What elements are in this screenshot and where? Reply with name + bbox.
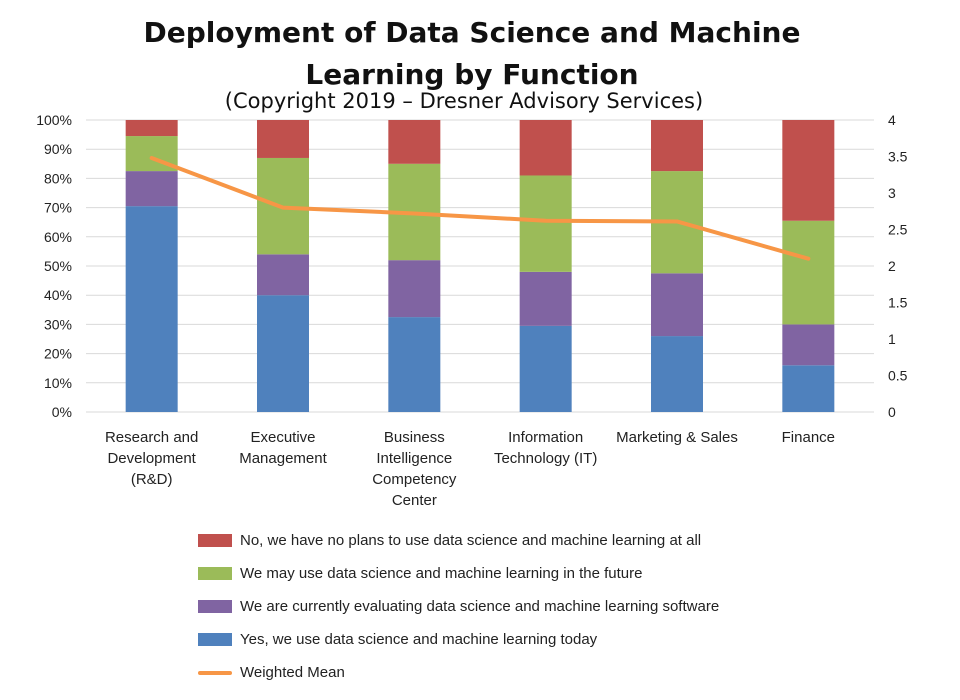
bar-segment (519, 325, 572, 412)
x-category-label-line: Research and (105, 429, 198, 446)
legend-item: We may use data science and machine lear… (198, 557, 719, 590)
weighted-mean-line (149, 155, 811, 261)
bar-segment (125, 206, 178, 412)
y-left-tick-label: 20% (44, 346, 72, 362)
bar-segment (651, 120, 703, 172)
x-category-label-line: Information (508, 429, 583, 446)
bar-segment (519, 271, 572, 326)
legend-label: Weighted Mean (240, 664, 345, 681)
x-category-label-line: Center (392, 492, 437, 509)
legend-item: We are currently evaluating data science… (198, 590, 719, 623)
bar-segment (651, 273, 703, 337)
bar-segment (257, 295, 309, 412)
x-category-label: Marketing & Sales (616, 429, 738, 446)
chart-subtitle: (Copyright 2019 – Dresner Advisory Servi… (224, 89, 704, 113)
bar-segment (782, 324, 835, 366)
y-left-tick-label: 0% (52, 404, 72, 420)
bar-segment (519, 120, 572, 176)
y-left-tick-label: 30% (44, 316, 72, 332)
y-left-tick-label: 80% (44, 170, 72, 186)
x-category-label-line: (R&D) (131, 471, 173, 488)
bar-segment (388, 260, 441, 318)
y-right-tick-label: 2.5 (888, 222, 908, 238)
y-right-tick-label: 1.5 (888, 295, 908, 311)
x-category-label-line: Development (107, 450, 196, 467)
bar-segment (125, 120, 178, 137)
y-left-tick-label: 60% (44, 229, 72, 245)
bar-segment (388, 120, 441, 164)
chart-title-line-2: Learning by Function (305, 58, 639, 91)
x-category-label-line: Technology (IT) (494, 450, 597, 467)
x-category-label: Information Technology (IT) (494, 429, 597, 467)
x-category-label: Executive Management (239, 429, 327, 467)
legend-label: Yes, we use data science and machine lea… (240, 631, 598, 648)
bar-segment (782, 365, 835, 412)
y-right-tick-label: 3 (888, 185, 896, 201)
x-category-label-line: Marketing & Sales (616, 429, 738, 446)
legend-line-swatch (198, 670, 232, 675)
bar-segment (257, 120, 309, 158)
y-left-tick-label: 10% (44, 375, 72, 391)
x-category-label-line: Management (239, 450, 327, 467)
weighted-mean-point (412, 211, 416, 215)
weighted-mean-point (806, 257, 810, 261)
weighted-mean-point (150, 156, 154, 160)
x-category-label-line: Executive (250, 429, 315, 446)
x-category-label: Research and Development (R&D) (105, 429, 198, 488)
y-left-tick-label: 50% (44, 258, 72, 274)
x-category-label: Finance (782, 429, 835, 446)
weighted-mean-point (544, 219, 548, 223)
y-right-tick-label: 0.5 (888, 368, 908, 384)
x-category-label-line: Business (384, 429, 445, 446)
x-category-label-line: Finance (782, 429, 835, 446)
chart-plot-area: 0% 10% 20% 30% 40% 50% 60% 70% 80% 90% 100% 0 0.5 1 1.… (36, 112, 908, 509)
y-right-tick-label: 3.5 (888, 149, 908, 165)
weighted-mean-point (281, 206, 285, 210)
legend-item: No, we have no plans to use data science… (198, 524, 719, 557)
legend-label: We are currently evaluating data science… (240, 598, 720, 615)
legend-label: We may use data science and machine lear… (240, 565, 643, 582)
legend-label: No, we have no plans to use data science… (240, 532, 702, 549)
weighted-mean-point (675, 219, 679, 223)
bar-segment (257, 254, 309, 296)
legend-item: Weighted Mean (198, 656, 719, 689)
bar-segment (782, 220, 835, 325)
chart-title-line-1: Deployment of Data Science and Machine (143, 16, 801, 49)
y-right-tick-label: 4 (888, 112, 896, 128)
bar-segment (651, 336, 703, 412)
x-category-label-line: Intelligence (376, 450, 452, 467)
bar-segment (782, 120, 835, 221)
y-left-tick-label: 70% (44, 200, 72, 216)
bar-segment (388, 317, 441, 412)
legend-swatch (198, 567, 232, 580)
chart-legend: No, we have no plans to use data science… (198, 524, 719, 689)
legend-item: Yes, we use data science and machine lea… (198, 623, 719, 656)
x-category-label-line: Competency (372, 471, 457, 488)
x-category-label: Business Intelligence Competency Center (372, 429, 457, 509)
y-right-tick-label: 0 (888, 404, 896, 420)
legend-swatch (198, 534, 232, 547)
legend-swatch (198, 600, 232, 613)
y-right-tick-label: 1 (888, 331, 896, 347)
y-right-tick-label: 2 (888, 258, 896, 274)
chart-title: Deployment of Data Science and Machine L… (0, 12, 944, 96)
bar-segment (125, 171, 178, 207)
y-left-tick-label: 40% (44, 287, 72, 303)
y-left-tick-label: 90% (44, 141, 72, 157)
bar-segment (519, 175, 572, 272)
y-left-tick-label: 100% (36, 112, 72, 128)
legend-swatch (198, 633, 232, 646)
